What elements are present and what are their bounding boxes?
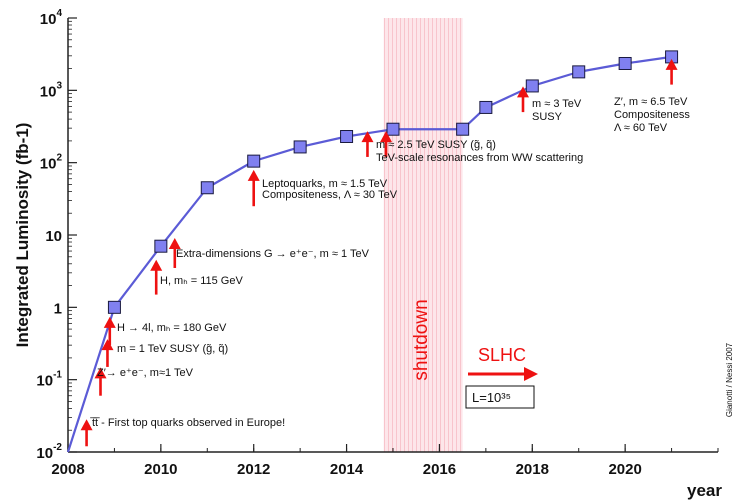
- y-tick-label: 102: [40, 153, 63, 173]
- y-tick-label: 1: [54, 300, 62, 317]
- data-point: [479, 100, 493, 114]
- y-tick-base: 10: [36, 445, 53, 462]
- annotation-arrowhead: [247, 169, 260, 181]
- annotation-arrowhead: [380, 131, 393, 143]
- x-tick-label: 2018: [516, 461, 549, 478]
- data-point: [340, 130, 354, 144]
- annotation-text: Leptoquarks, m ≈ 1.5 TeV: [262, 178, 388, 190]
- annotation-text: m ≈ 3 TeV: [532, 98, 582, 110]
- y-tick-label: 104: [40, 8, 63, 28]
- x-tick-label: 2012: [237, 461, 270, 478]
- data-point: [293, 140, 307, 154]
- x-tick-label: 2010: [144, 461, 177, 478]
- y-tick-label: 10-2: [36, 442, 62, 462]
- y-tick-exponent: -1: [53, 370, 62, 381]
- data-point: [525, 79, 539, 93]
- annotation-arrowhead: [517, 86, 529, 98]
- annotation-arrowhead: [168, 238, 181, 250]
- y-axis-title: Integrated Luminosity (fb-1): [13, 123, 32, 348]
- data-point: [456, 122, 470, 136]
- data-point: [200, 181, 214, 195]
- annotation-text: t̅t̅ - First top quarks observed in Euro…: [89, 417, 285, 429]
- luminosity-box: [465, 385, 535, 409]
- credit-text: Gianotti / Nessi 2007: [725, 342, 734, 417]
- y-tick-base: 10: [40, 83, 57, 100]
- y-tick-exponent: 3: [56, 80, 62, 91]
- slhc-arrowhead: [524, 367, 538, 381]
- annotation-arrowhead: [361, 131, 374, 143]
- x-tick-label: 2014: [330, 461, 364, 478]
- y-tick-base: 10: [45, 228, 62, 245]
- annotation-text: SUSY: [532, 111, 563, 123]
- annotation-text: Compositeness, Λ ≈ 30 TeV: [262, 189, 398, 201]
- y-tick-base: 10: [40, 11, 57, 28]
- annotation-arrowhead: [94, 367, 107, 379]
- data-point: [386, 122, 400, 136]
- y-tick-exponent: -2: [53, 442, 62, 453]
- annotation-text: Λ ≈ 60 TeV: [614, 122, 668, 134]
- y-tick-base: 10: [40, 156, 57, 173]
- data-point: [154, 239, 168, 253]
- annotation-text: H → 4l, mₕ = 180 GeV: [117, 322, 227, 334]
- annotation-text: m = 1 TeV SUSY (g̃, q̃): [117, 343, 228, 355]
- slhc-label: SLHC: [478, 345, 526, 365]
- y-tick-label: 103: [40, 80, 63, 100]
- annotation-text: Z′, m ≈ 6.5 TeV: [614, 96, 688, 108]
- y-tick-exponent: 4: [56, 8, 62, 19]
- annotation-text: Z′→ e⁺e⁻, m≈1 TeV: [97, 367, 194, 379]
- annotation-arrowhead: [665, 58, 678, 70]
- annotation-arrowhead: [101, 339, 114, 351]
- y-tick-label: 10-1: [36, 370, 62, 390]
- annotation-arrowhead: [80, 419, 93, 431]
- luminosity-box-text: L=10³⁵: [472, 390, 511, 405]
- x-tick-label: 2016: [423, 461, 456, 478]
- x-axis-title: year: [687, 481, 722, 500]
- x-tick-label: 2008: [51, 461, 84, 478]
- annotation-text: Compositeness: [614, 109, 690, 121]
- x-tick-label: 2020: [608, 461, 641, 478]
- annotation-text: TeV-scale resonances from WW scattering: [376, 152, 583, 164]
- annotation-arrowhead: [150, 259, 163, 271]
- shutdown-label: shutdown: [411, 299, 432, 380]
- y-tick-exponent: 2: [56, 153, 62, 164]
- shutdown-band: [383, 18, 463, 452]
- annotation-text: m ≈ 2.5 TeV SUSY (g̃, q̃): [376, 139, 496, 151]
- data-point: [572, 65, 586, 79]
- y-tick-label: 10: [45, 228, 62, 245]
- annotation-arrowhead: [103, 316, 116, 328]
- y-tick-base: 10: [36, 373, 53, 390]
- annotation-text: H, mₕ = 115 GeV: [160, 275, 243, 287]
- annotation-text: Extra-dimensions G → e⁺e⁻, m ≈ 1 TeV: [176, 248, 370, 260]
- data-point: [107, 300, 121, 314]
- series-line: [66, 55, 672, 453]
- data-point: [247, 154, 261, 168]
- y-tick-base: 1: [54, 300, 62, 317]
- data-point: [618, 56, 632, 70]
